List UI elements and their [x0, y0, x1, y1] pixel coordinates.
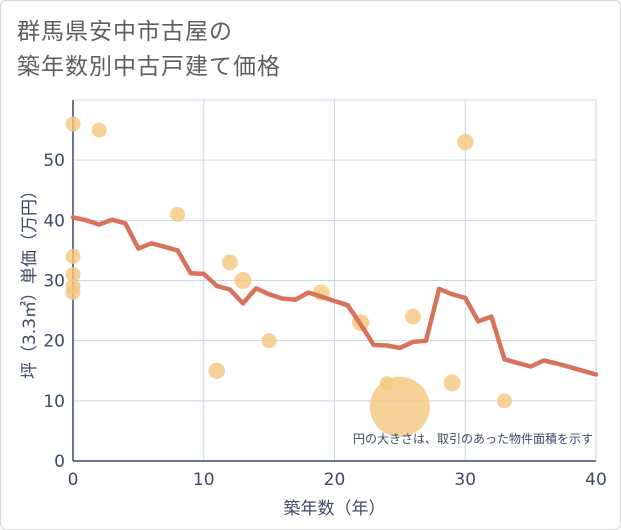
x-tick-label: 10 — [193, 470, 215, 490]
chart-title-line-1: 群馬県安中市古屋の — [17, 19, 233, 45]
y-tick-label: 0 — [54, 452, 65, 472]
data-bubble — [65, 116, 81, 132]
data-bubble — [405, 308, 421, 325]
bubble-size-note: 円の大きさは、取引のあった物件面積を示す — [353, 431, 593, 446]
y-tick-label: 40 — [43, 211, 65, 231]
y-tick-label: 30 — [43, 272, 65, 292]
average-price-line — [70, 215, 599, 377]
y-tick-label: 10 — [43, 392, 65, 412]
data-bubble — [65, 248, 81, 264]
line-layer — [70, 215, 599, 377]
data-bubble — [222, 254, 238, 271]
x-axis-label: 築年数（年） — [284, 499, 386, 519]
data-bubble — [443, 374, 461, 392]
y-axis-label: 坪（3.3㎡）単価（万円） — [20, 182, 40, 379]
data-bubble — [91, 122, 107, 138]
data-bubble — [65, 266, 81, 282]
bubble-layer — [65, 116, 512, 437]
x-tick-label: 20 — [324, 470, 346, 490]
data-bubble — [261, 333, 277, 349]
y-tick-label: 20 — [43, 332, 65, 352]
chart-title: 群馬県安中市古屋の 築年数別中古戸建て価格 — [17, 15, 281, 85]
data-bubble — [369, 376, 430, 437]
x-tick-label: 0 — [68, 470, 79, 490]
grid-layer — [73, 99, 597, 461]
data-bubble — [496, 393, 512, 409]
data-bubble — [170, 206, 186, 222]
y-tick-label: 50 — [43, 151, 65, 171]
x-tick-label: 40 — [585, 470, 607, 490]
data-bubble — [457, 133, 474, 151]
data-bubble — [234, 271, 252, 290]
data-bubble — [65, 285, 81, 301]
data-bubble — [208, 362, 226, 379]
text-layer: 築年数（年） 坪（3.3㎡）単価（万円） 円の大きさは、取引のあった物件面積を示… — [20, 182, 593, 519]
chart-title-line-2: 築年数別中古戸建て価格 — [17, 54, 281, 80]
x-tick-label: 30 — [454, 470, 476, 490]
